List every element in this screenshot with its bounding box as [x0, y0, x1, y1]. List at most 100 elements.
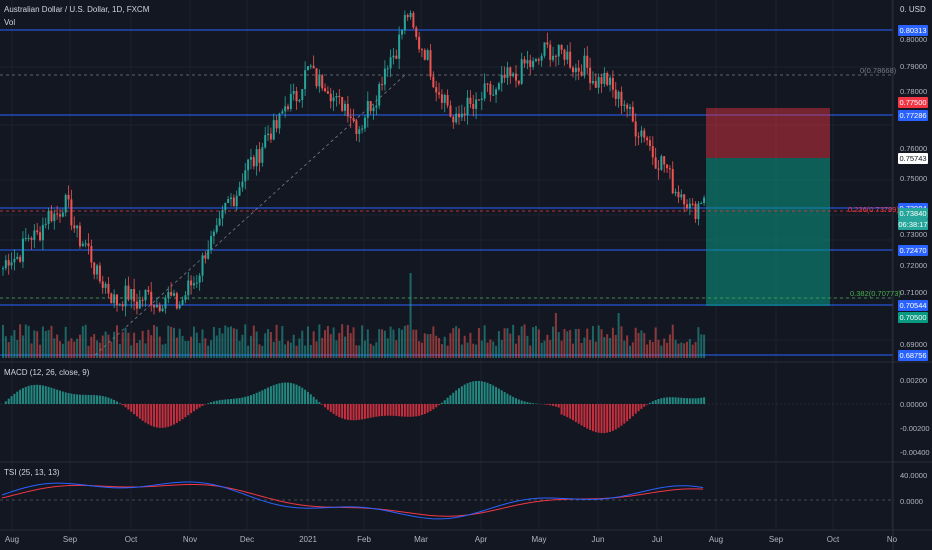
- macd-bar: [335, 404, 338, 416]
- macd-bar: [218, 400, 221, 404]
- macd-bar: [509, 395, 512, 404]
- grid-lines: [0, 0, 893, 530]
- volume-bar: [324, 330, 327, 358]
- long-position-tool[interactable]: [706, 108, 830, 306]
- candle-body: [660, 156, 663, 170]
- macd-bar: [438, 404, 441, 406]
- candle-body: [218, 218, 221, 226]
- macd-bar: [33, 384, 36, 404]
- candle-body: [207, 249, 210, 259]
- volume-bar: [458, 328, 460, 358]
- macd-bar: [207, 403, 210, 404]
- volume-bar: [677, 343, 680, 358]
- macd-bar: [113, 399, 116, 404]
- candle-body: [566, 51, 569, 60]
- macd-bar: [98, 395, 101, 404]
- macd-bar: [423, 404, 426, 414]
- volume-bar: [597, 325, 600, 358]
- candle-body: [244, 170, 247, 182]
- level-price-badge: 0.80313: [898, 25, 928, 36]
- volume-bar: [261, 345, 264, 358]
- volume-bar: [130, 345, 133, 358]
- volume-bar: [210, 340, 213, 358]
- candle-body: [609, 77, 612, 85]
- macd-bar: [261, 390, 264, 404]
- volume-bar: [446, 345, 449, 358]
- candle-body: [61, 212, 64, 217]
- macd-bar: [238, 398, 241, 404]
- candle-body: [298, 99, 301, 102]
- volume-bar: [392, 329, 395, 358]
- symbol-title[interactable]: Australian Dollar / U.S. Dollar, 1D, FXC…: [4, 5, 150, 14]
- candle-body: [549, 44, 552, 60]
- macd-tick: -0.00400: [900, 448, 930, 457]
- volume-label[interactable]: Vol: [4, 18, 16, 27]
- macd-bar: [703, 397, 706, 404]
- candle-body: [620, 91, 623, 106]
- macd-bar: [281, 382, 284, 404]
- macd-bar: [583, 404, 586, 428]
- volume-bar: [574, 328, 577, 358]
- macd-bar: [580, 404, 583, 426]
- candle-body: [164, 297, 167, 309]
- tsi-label[interactable]: TSI (25, 13, 13): [4, 468, 60, 477]
- volume-bar: [44, 331, 47, 358]
- candle-body: [93, 262, 96, 275]
- macd-bar: [121, 404, 124, 406]
- macd-bar: [572, 404, 574, 421]
- candle-body: [232, 197, 235, 207]
- candle-body: [173, 293, 175, 296]
- volume-bar: [509, 333, 512, 358]
- candle-body: [272, 120, 275, 140]
- macd-bar: [463, 384, 466, 404]
- macd-bar: [116, 401, 118, 404]
- candle-body: [30, 237, 33, 240]
- candle-body: [557, 44, 560, 57]
- macd-bar: [409, 404, 412, 417]
- candle-body: [141, 299, 144, 301]
- price-tick: 0.80000: [900, 35, 928, 44]
- candle-body: [686, 204, 688, 209]
- volume-bar: [694, 341, 697, 358]
- candle-body: [338, 95, 341, 98]
- macd-bar: [324, 404, 327, 408]
- macd-bar: [634, 404, 637, 414]
- time-tick: Feb: [357, 535, 371, 544]
- macd-label[interactable]: MACD (12, 26, close, 9): [4, 368, 90, 377]
- macd-bar: [683, 397, 686, 404]
- volume-bar: [118, 344, 121, 358]
- volume-bar: [534, 325, 537, 358]
- candle-body: [190, 280, 193, 286]
- candle-body: [315, 68, 318, 87]
- macd-bar: [386, 404, 389, 416]
- volume-bar: [620, 326, 623, 358]
- volume-bar: [269, 332, 272, 358]
- candle-body: [363, 117, 366, 129]
- macd-bar: [660, 398, 663, 404]
- candle-body: [67, 194, 70, 200]
- candle-body: [153, 305, 156, 308]
- volume-bar: [289, 342, 292, 358]
- candle-body: [495, 89, 498, 95]
- volume-bar: [96, 340, 99, 358]
- candle-body: [144, 289, 147, 301]
- macd-bar: [247, 396, 250, 404]
- volume-bar: [572, 343, 574, 358]
- macd-bar: [640, 404, 643, 409]
- macd-bar: [475, 380, 478, 404]
- macd-bar: [104, 396, 107, 404]
- macd-bar: [546, 404, 549, 405]
- candle-body: [680, 194, 683, 198]
- macd-bar: [677, 397, 680, 404]
- volume-bar: [2, 324, 4, 358]
- candle-body: [269, 133, 272, 140]
- macd-bar: [694, 398, 697, 404]
- candle-body: [375, 105, 378, 108]
- volume-bar: [329, 334, 332, 358]
- volume-bar: [358, 345, 361, 358]
- currency-button[interactable]: 0. USD: [900, 5, 926, 14]
- candle-body: [329, 93, 332, 102]
- volume-bar: [90, 336, 93, 358]
